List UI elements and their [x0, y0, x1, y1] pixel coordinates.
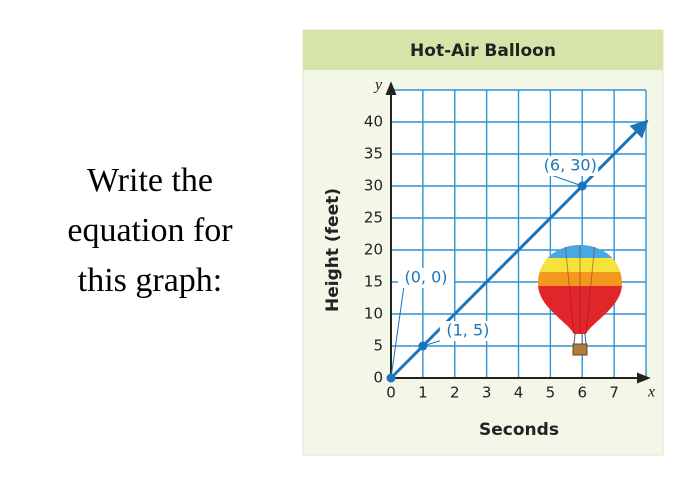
y-axis-name: y: [373, 77, 383, 94]
prompt-line: this graph:: [78, 262, 222, 299]
x-tick-label: 2: [450, 384, 460, 402]
y-tick-label: 5: [373, 337, 383, 355]
y-tick-label: 15: [364, 273, 383, 291]
label-bg: [542, 156, 599, 176]
y-tick-label: 0: [373, 369, 383, 387]
y-tick-label: 35: [364, 145, 383, 163]
point-label: (6, 30): [544, 156, 597, 175]
label-leader: [390, 285, 405, 379]
y-tick-label: 25: [364, 209, 383, 227]
y-tick-label: 40: [364, 113, 383, 131]
x-axis-label: Seconds: [479, 420, 559, 440]
x-tick-label: 1: [418, 384, 428, 402]
chart-title: Hot-Air Balloon: [410, 41, 556, 61]
y-tick-label: 20: [364, 241, 383, 259]
y-tick-label: 30: [364, 177, 383, 195]
x-tick-label: 6: [577, 384, 587, 402]
label-bg: [439, 321, 496, 341]
x-tick-label: 5: [546, 384, 556, 402]
y-tick-label: 10: [364, 305, 383, 323]
y-axis-label: Height (feet): [323, 188, 343, 312]
card-header: [303, 30, 663, 70]
plot: 0 1 2 3 4 5 6 7 0 5 10 15 20 25 30 35 40 x y (0, 0) (1, 5) (6…: [364, 77, 655, 402]
x-axis-name: x: [647, 384, 655, 401]
data-point: [577, 181, 587, 191]
x-tick-label: 4: [514, 384, 524, 402]
point-label: (0, 0): [404, 268, 447, 287]
x-tick-label: 7: [609, 384, 619, 402]
data-line: [389, 119, 649, 380]
x-tick-label: 0: [386, 384, 396, 402]
data-point: [386, 373, 396, 383]
x-tick-label: 3: [482, 384, 492, 402]
point-label: (1, 5): [446, 321, 489, 340]
data-point: [418, 341, 428, 351]
prompt-line: Write the: [87, 162, 213, 199]
prompt-line: equation for: [67, 212, 233, 249]
label-bg: [398, 268, 454, 288]
